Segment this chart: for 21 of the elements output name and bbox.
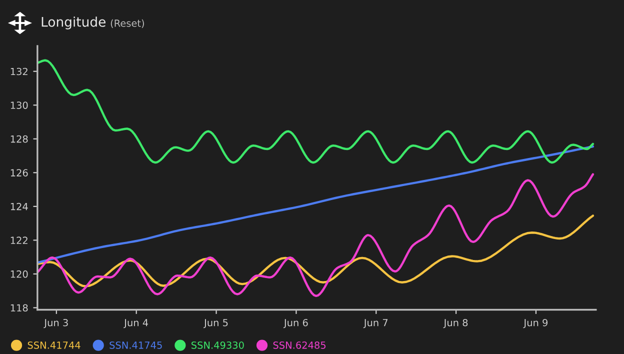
x-tick-label: Jun 7 bbox=[363, 319, 388, 328]
chart-subtitle: (Reset) bbox=[110, 19, 144, 28]
y-tick-label: 120 bbox=[10, 270, 28, 278]
x-tick-label: Jun 4 bbox=[124, 319, 148, 328]
y-tick-label: 124 bbox=[10, 202, 28, 210]
y-tick-label: 122 bbox=[10, 236, 28, 244]
y-tick-label: 118 bbox=[10, 304, 28, 312]
x-tick-label: Jun 8 bbox=[443, 318, 468, 328]
x-tick-label: Jun 6 bbox=[283, 318, 308, 328]
legend-label: SSN.41745 bbox=[110, 341, 162, 349]
x-tick-label: Jun 3 bbox=[44, 318, 68, 328]
x-tick-label: Jun 9 bbox=[523, 318, 548, 328]
x-tick-label: Jun 5 bbox=[204, 319, 228, 328]
y-tick-label: 128 bbox=[10, 135, 28, 143]
legend-label: SSN.62485 bbox=[273, 341, 326, 349]
y-tick-label: 132 bbox=[10, 68, 28, 76]
y-tick-label: 130 bbox=[10, 102, 28, 109]
legend-label: SSN.41744 bbox=[28, 341, 80, 349]
y-tick-label: 126 bbox=[10, 169, 28, 176]
chart-title: Longitude bbox=[42, 16, 106, 30]
legend-label: SSN.49330 bbox=[192, 341, 244, 349]
